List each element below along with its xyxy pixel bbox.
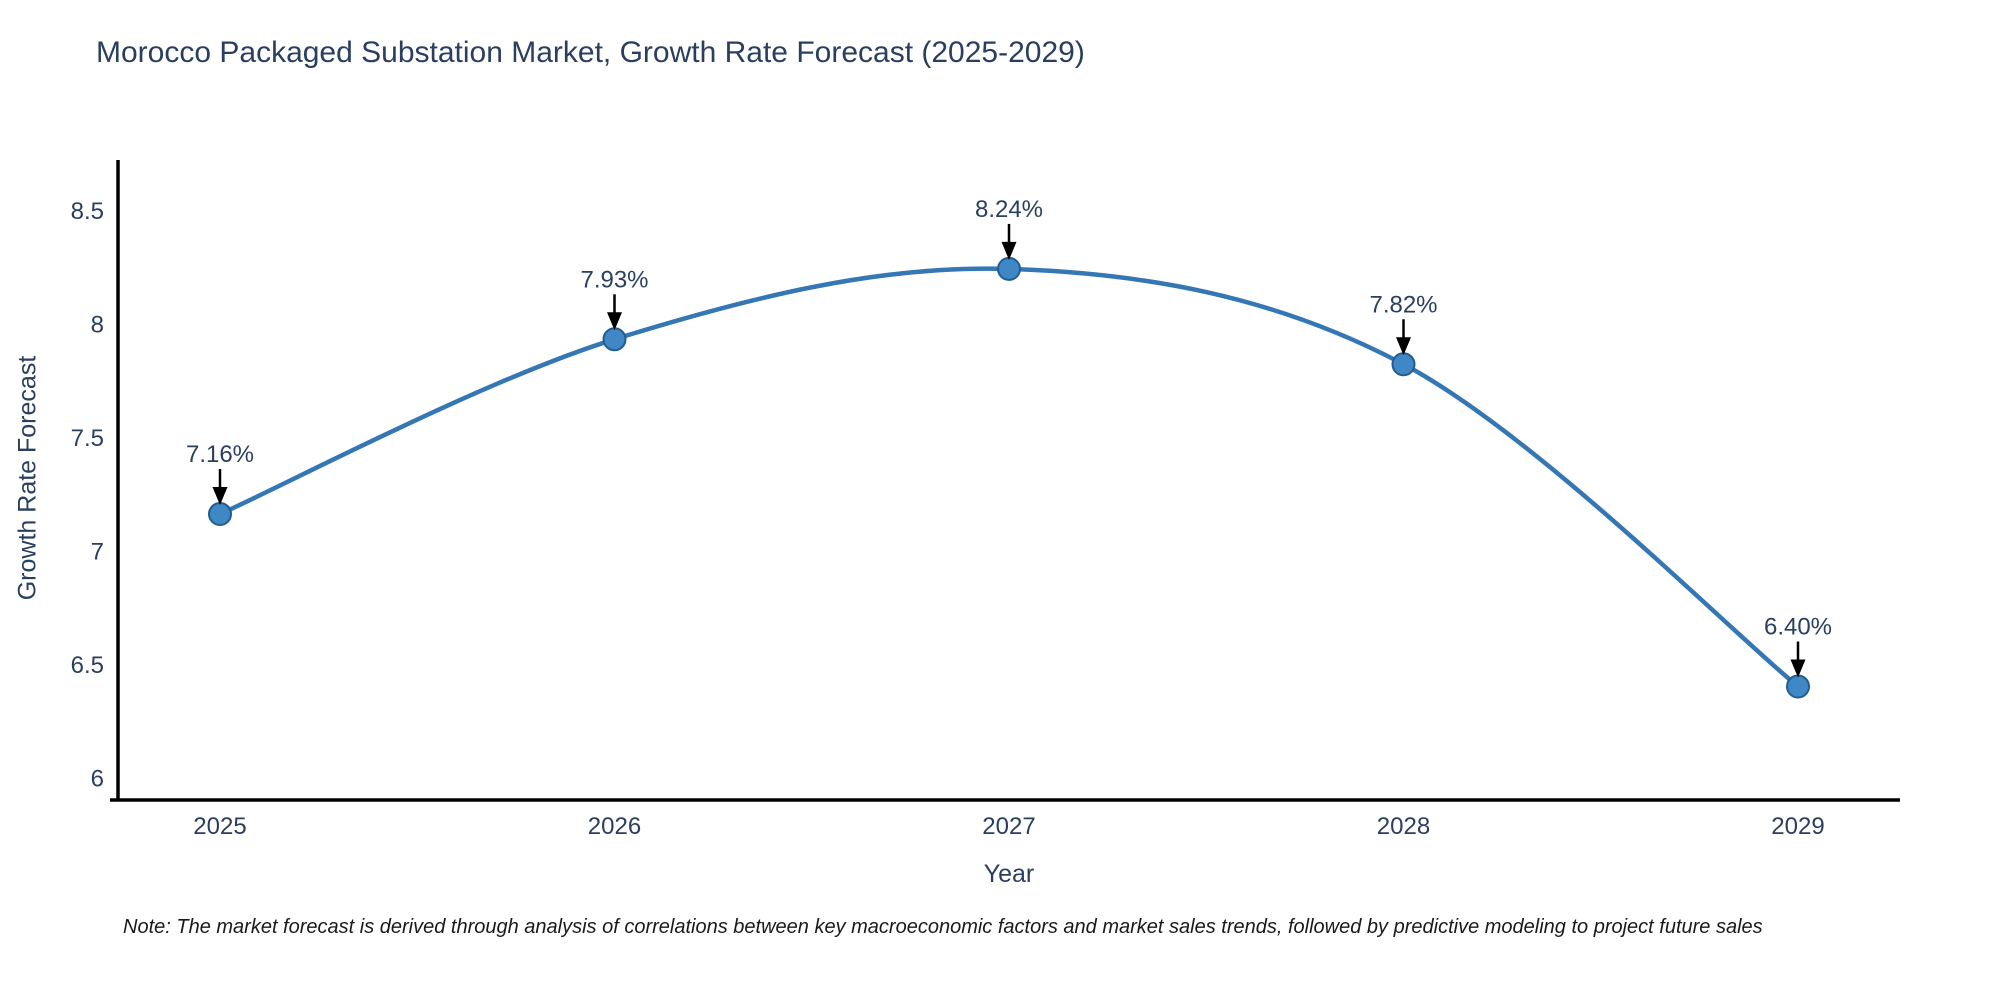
y-tick-label: 8 [91,311,104,338]
annotation-arrowhead [1001,241,1017,260]
chart-title: Morocco Packaged Substation Market, Grow… [96,36,1085,69]
x-tick-label: 2029 [1771,813,1824,840]
annotation-arrowhead [607,312,622,331]
x-tick-label: 2027 [982,813,1035,840]
x-tick-label: 2026 [588,813,641,840]
data-point-label: 7.82% [1369,291,1437,318]
x-axis-title: Year [983,860,1035,888]
data-point-label: 6.40% [1764,614,1832,641]
forecast-line [217,266,1801,689]
annotation-arrowhead [212,487,228,506]
data-point-marker [1391,352,1416,377]
data-point-label: 7.93% [580,266,648,293]
data-point-label: 7.16% [186,441,254,468]
data-point-marker [997,256,1021,281]
y-tick-label: 6.5 [71,652,104,679]
annotation-arrowhead [1790,659,1806,678]
data-point-marker [1786,674,1810,699]
data-point-marker [602,327,627,352]
y-tick-label: 6 [91,765,104,792]
y-tick-label: 7 [91,538,104,565]
data-point-label: 8.24% [975,196,1043,223]
annotation-arrowhead [1396,337,1411,356]
x-tick-label: 2028 [1377,813,1430,840]
footnote: Note: The market forecast is derived thr… [123,916,1763,938]
x-tick-label: 2025 [193,813,246,840]
data-point-marker [208,502,232,527]
y-tick-label: 7.5 [71,425,104,452]
y-tick-label: 8.5 [71,198,104,225]
